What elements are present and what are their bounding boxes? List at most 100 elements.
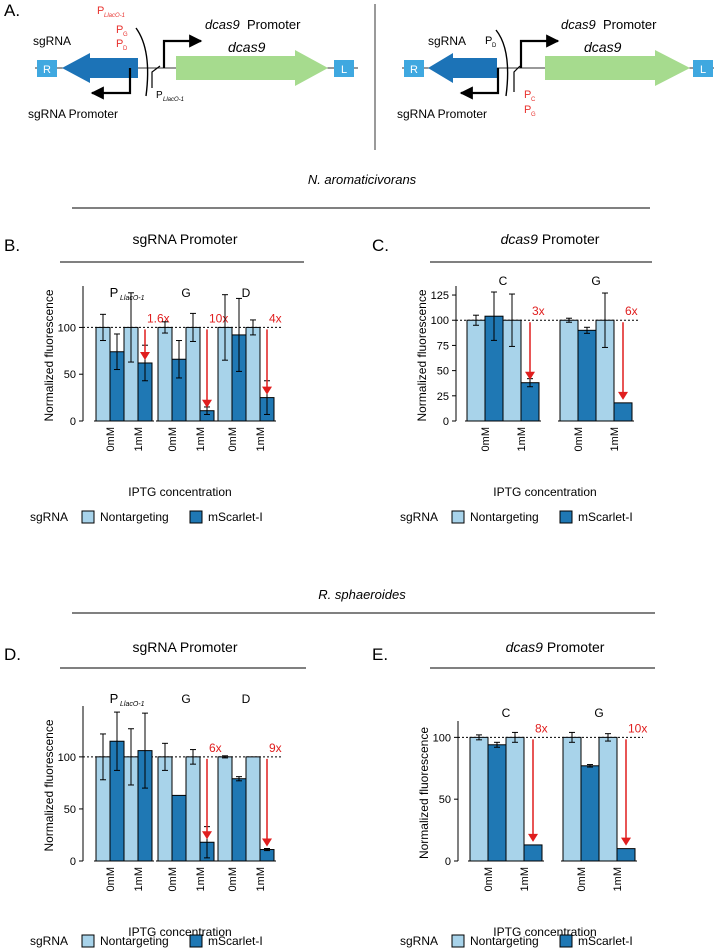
y-tick-label: 125 — [431, 290, 449, 302]
group-label: P — [110, 691, 119, 706]
sgrna-promoter-arrow — [90, 68, 132, 100]
bar-mscarlet — [523, 844, 543, 862]
x-tick-label: 0mM — [105, 427, 117, 451]
y-axis-label: Normalized fluorescence — [417, 727, 431, 859]
chart-title-italic: dcas9 — [506, 639, 547, 655]
legend-swatch-mscarlet — [189, 510, 203, 524]
bar-mscarlet — [580, 765, 600, 862]
y-tick-label: 100 — [431, 315, 449, 327]
box-l-label: L — [700, 64, 706, 76]
fold-change-label: 6x — [209, 741, 222, 755]
x-tick-label: 1mM — [612, 867, 624, 891]
fold-change-arrowhead — [262, 838, 272, 847]
bar-nontargeting — [217, 756, 233, 862]
black-promoter-sub: D — [492, 43, 497, 49]
x-tick-label: 0mM — [227, 867, 239, 891]
y-tick-label: 0 — [70, 416, 76, 428]
box-r-label: R — [410, 64, 418, 76]
x-tick-label: 0mM — [573, 427, 585, 451]
panel-letter: D. — [4, 645, 21, 664]
y-axis-label: Normalized fluorescence — [42, 719, 56, 851]
x-tick-label: 1mM — [195, 427, 207, 451]
group-label: G — [181, 286, 190, 300]
sgrna-promoter-label: sgRNA Promoter — [28, 107, 118, 121]
fold-change-label: 8x — [535, 721, 548, 735]
y-tick-label: 50 — [64, 369, 76, 381]
sgrna-arrow — [62, 53, 138, 83]
legend-swatch-nontargeting — [81, 510, 95, 524]
chart-title: dcas9 Promoter — [501, 231, 600, 247]
bar-nontargeting — [185, 756, 201, 862]
y-tick-label: 100 — [58, 322, 76, 334]
bar-mscarlet — [231, 778, 247, 862]
y-tick-label: 75 — [437, 340, 449, 352]
promoter-mark — [151, 65, 161, 88]
black-promoter: P — [156, 90, 163, 101]
group-label: G — [181, 692, 190, 706]
bar-nontargeting — [95, 326, 111, 422]
bar-nontargeting — [469, 736, 489, 862]
x-tick-label: 1mM — [255, 867, 267, 891]
box-l-label: L — [341, 64, 347, 76]
fold-change-label: 6x — [625, 304, 638, 318]
bar-nontargeting — [466, 319, 486, 422]
legend-label-nontargeting: Nontargeting — [100, 934, 169, 948]
fold-change-arrowhead — [525, 371, 535, 380]
red-promoter-2: P — [116, 24, 123, 36]
y-tick-label: 50 — [64, 804, 76, 816]
red-promoter-1: P — [524, 89, 531, 101]
x-tick-label: 0mM — [576, 867, 588, 891]
panel-a-letter: A. — [4, 1, 20, 20]
dcas9-promoter-label: Promoter — [603, 17, 657, 32]
bar-nontargeting — [245, 326, 261, 422]
x-tick-label: 0mM — [483, 867, 495, 891]
fold-change-arrowhead — [618, 391, 628, 400]
y-tick-label: 25 — [437, 391, 449, 403]
dcas9-arrow — [545, 50, 690, 86]
dcas9-arrow — [176, 50, 328, 86]
group-label: G — [591, 274, 600, 288]
y-tick-label: 50 — [437, 366, 449, 378]
group-label: C — [502, 706, 511, 720]
dcas9-promoter-italic: dcas9 — [205, 17, 240, 32]
terminator-curve — [135, 27, 149, 97]
fold-change-arrowhead — [621, 837, 631, 846]
chart-title: dcas9 Promoter — [506, 639, 605, 655]
chart-title-rest: Promoter — [547, 639, 605, 655]
fold-change-arrowhead — [262, 386, 272, 395]
red-promoter-1-sub: C — [531, 97, 536, 103]
y-tick-label: 0 — [443, 416, 449, 428]
bar-mscarlet — [616, 848, 636, 862]
y-tick-label: 100 — [433, 732, 451, 744]
chart-title-italic: dcas9 — [501, 231, 542, 247]
black-promoter: P — [485, 35, 492, 47]
x-axis-label: IPTG concentration — [493, 485, 596, 499]
x-tick-label: 1mM — [609, 427, 621, 451]
group-label: P — [110, 285, 119, 300]
x-axis-label: IPTG concentration — [128, 485, 231, 499]
red-promoter-2: P — [524, 104, 531, 116]
x-tick-label: 0mM — [480, 427, 492, 451]
red-promoter-list: P LlacO-1 P G P D — [97, 5, 128, 52]
fold-change-label: 10x — [209, 311, 228, 325]
box-r-label: R — [43, 64, 51, 76]
bar-nontargeting — [157, 326, 173, 422]
group-label: D — [242, 286, 251, 300]
panel-letter: C. — [372, 236, 389, 255]
red-promoter-1: P — [97, 5, 104, 17]
x-tick-label: 0mM — [167, 867, 179, 891]
red-promoter-list: P C P G — [524, 89, 536, 118]
legend-swatch-nontargeting — [81, 934, 95, 948]
legend-title: sgRNA — [400, 510, 438, 524]
legend-title: sgRNA — [400, 934, 438, 948]
dcas9-promoter-arrow — [519, 34, 560, 68]
x-tick-label: 1mM — [195, 867, 207, 891]
group-label: G — [594, 706, 603, 720]
red-promoter-2-sub: G — [531, 112, 536, 118]
sgrna-label: sgRNA — [33, 34, 71, 48]
y-tick-label: 50 — [439, 794, 451, 806]
